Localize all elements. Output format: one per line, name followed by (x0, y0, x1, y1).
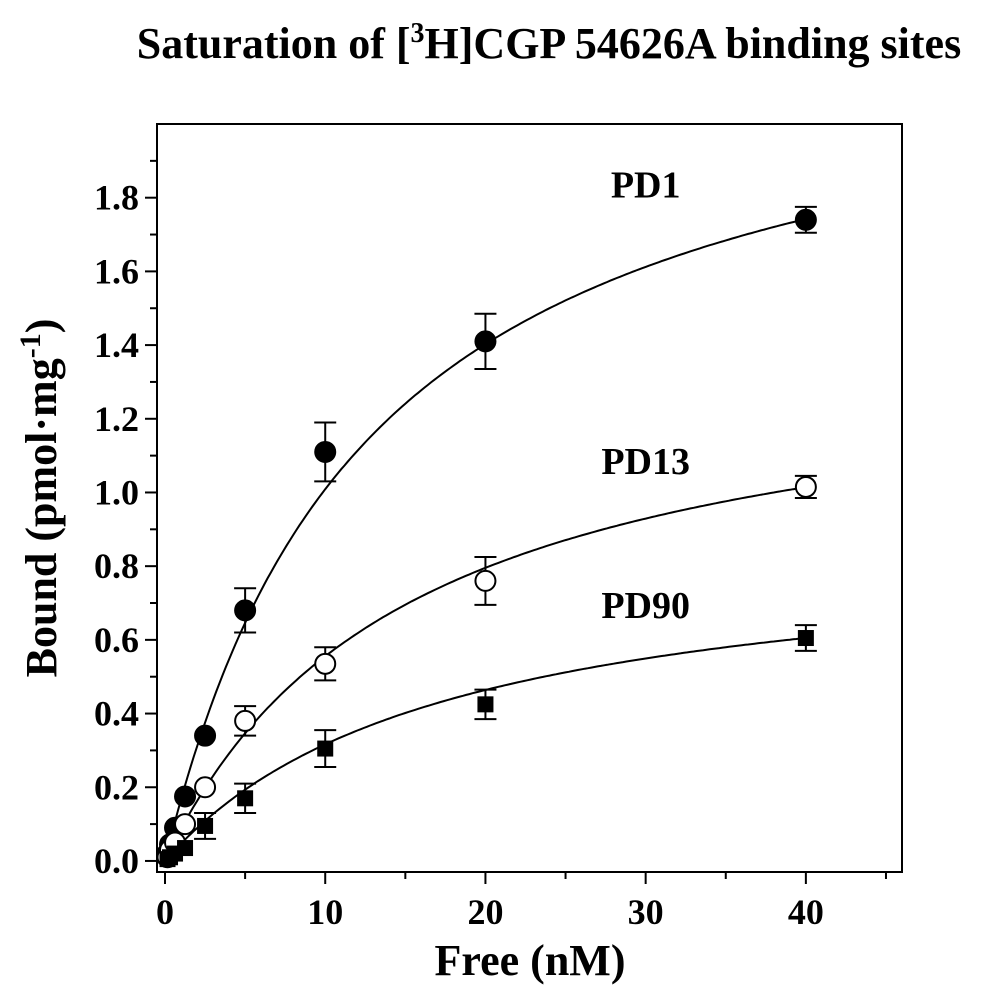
y-tick-label: 1.6 (94, 251, 139, 291)
point-pd1 (234, 599, 257, 622)
series-label-pd1: PD1 (611, 165, 681, 207)
x-axis-title: Free (nM) (435, 936, 626, 985)
point-pd13 (794, 475, 817, 498)
series-label-pd13: PD13 (601, 441, 690, 483)
point-pd13 (234, 709, 257, 732)
y-tick-label: 0.4 (94, 694, 139, 734)
y-tick-label: 0.0 (94, 841, 139, 881)
y-tick-label: 0.8 (94, 546, 139, 586)
plot-frame (156, 123, 903, 873)
y-axis-title-close: ) (17, 319, 66, 334)
x-tick-label: 20 (467, 892, 503, 932)
chart-title-superscript: 3 (411, 18, 425, 49)
y-tick-label: 0.2 (94, 767, 139, 807)
point-pd1 (194, 724, 217, 747)
point-pd13 (314, 652, 337, 675)
error-bars (194, 205, 817, 840)
data-markers (156, 208, 817, 869)
point-pd1 (174, 785, 197, 808)
series-labels: PD1 PD13 PD90 (601, 165, 690, 627)
point-pd90 (477, 696, 494, 713)
point-pd90 (197, 817, 214, 834)
x-tick-label: 40 (788, 892, 824, 932)
point-pd90 (797, 630, 814, 647)
point-pd90 (177, 840, 194, 857)
point-pd13 (174, 813, 197, 836)
y-axis-title-superscript: -1 (14, 333, 47, 358)
chart-title-prefix: Saturation of [ (137, 19, 411, 68)
x-tick-label: 10 (307, 892, 343, 932)
y-tick-label: 1.2 (94, 399, 139, 439)
y-axis-title: Bound (pmol·mg-1) (14, 319, 66, 678)
x-tick-label: 30 (628, 892, 664, 932)
y-tick-label: 1.8 (94, 178, 139, 218)
point-pd90 (317, 740, 334, 757)
y-tick-label: 0.6 (94, 620, 139, 660)
point-pd1 (314, 440, 337, 463)
y-axis-title-main: Bound (pmol·mg (17, 358, 66, 677)
point-pd13 (474, 569, 497, 592)
y-tick-label: 1.4 (94, 325, 139, 365)
fit-curve-pd90 (164, 636, 807, 862)
chart-title: Saturation of [3H]CGP 54626A binding sit… (137, 18, 961, 68)
x-tick-label: 0 (156, 892, 174, 932)
axis-ticks: 0 10 20 30 40 0.0 0.2 0.4 0.6 0.8 1.0 1.2 1.4 1.6 1.8 (94, 159, 887, 932)
fit-curve-pd13 (164, 486, 807, 862)
point-pd90 (237, 790, 254, 807)
point-pd13 (194, 776, 217, 799)
y-tick-label: 1.0 (94, 472, 139, 512)
chart-title-suffix: H]CGP 54626A binding sites (425, 19, 962, 68)
series-label-pd90: PD90 (601, 585, 690, 627)
point-pd1 (794, 208, 817, 231)
point-pd1 (474, 330, 497, 353)
